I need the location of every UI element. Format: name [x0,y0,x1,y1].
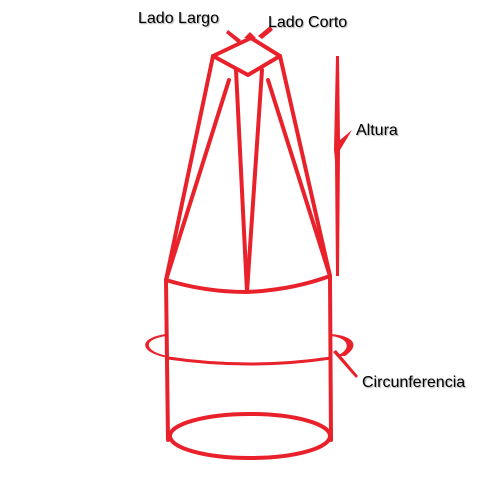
short-side-pointer [258,26,273,39]
pyramid-front-edge-left [234,68,249,294]
circumference-band-front [166,356,333,366]
circumference-arrow [145,334,168,358]
tip-marker [244,32,256,38]
short-side-label: Lado Corto [268,14,348,31]
circumference-pointer [333,350,358,378]
circumference-arrow-right [331,334,354,356]
pyramid-inner-right [266,78,332,278]
cylinder-base-ellipse [168,412,332,460]
pyramid-left-edge [164,54,215,282]
pyramid-base-curve [164,274,332,294]
long-side-pointer [226,30,241,43]
height-arrow [334,56,352,276]
tip-square [211,36,282,77]
circumference-label: Circunferencia [362,374,466,391]
long-side-label: Lado Largo [138,10,219,27]
pyramid-right-edge [278,54,332,278]
height-label: Altura [356,122,398,139]
pyramid-inner-left [164,78,231,282]
cylinder-left-side [164,278,170,442]
pyramid-front-edge-right [245,68,264,294]
